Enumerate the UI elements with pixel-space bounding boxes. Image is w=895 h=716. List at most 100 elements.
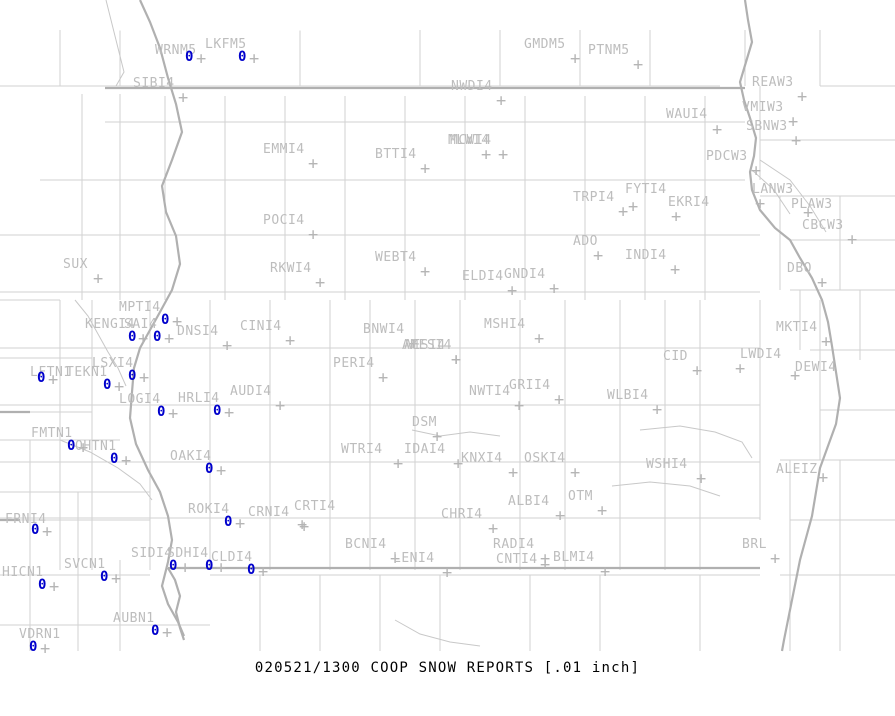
station-id-label: WLBI4 (607, 388, 649, 403)
station-id-label: SDHI4 (167, 546, 209, 561)
county-boundaries (0, 29, 895, 651)
station-id-label: WRNM5 (155, 43, 197, 58)
station-snow-value: 0 (110, 451, 119, 467)
station-marker-icon: + (451, 350, 462, 370)
station-marker-icon: + (755, 194, 766, 214)
station-marker-icon: + (770, 549, 781, 569)
station-marker-icon: + (180, 558, 191, 578)
station-id-label: VMIW3 (742, 100, 784, 115)
station-id-label: CRNI4 (248, 505, 290, 520)
station-snow-value: 0 (224, 514, 233, 530)
station-marker-icon: + (420, 262, 431, 282)
station-marker-icon: + (633, 55, 644, 75)
station-id-label: MSHI4 (484, 317, 526, 332)
station-id-label: LENI4 (393, 551, 435, 566)
station-marker-icon: + (93, 269, 104, 289)
station-snow-value: 0 (153, 329, 162, 345)
station-id-label: FMTN1 (31, 426, 73, 441)
station-id-label: OAKI4 (170, 449, 212, 464)
station-snow-value: 0 (29, 639, 38, 655)
station-id-label: AUDI4 (230, 384, 272, 399)
station-id-label: KNXI4 (461, 451, 503, 466)
station-marker-icon: + (178, 88, 189, 108)
station-id-label: CID (663, 349, 688, 364)
station-marker-icon: + (216, 558, 227, 578)
station-marker-icon: + (408, 334, 419, 354)
station-marker-icon: + (821, 332, 832, 352)
station-id-label: CHRI4 (441, 507, 483, 522)
station-id-label: ROKI4 (188, 502, 230, 517)
station-id-label: EKRI4 (668, 195, 710, 210)
station-id-label: SUX (63, 257, 88, 272)
station-id-label: MPTI4 (119, 300, 161, 315)
station-snow-value: 0 (128, 329, 137, 345)
station-id-label: ALBI4 (508, 494, 550, 509)
station-id-label: FRNI4 (5, 512, 47, 527)
station-id-label: LSXI4 (92, 356, 134, 371)
station-id-label: RADI4 (493, 537, 535, 552)
station-marker-icon: + (378, 368, 389, 388)
station-id-label: LANW3 (752, 182, 794, 197)
station-marker-icon: + (40, 639, 51, 659)
station-id-label: SIDI4 (131, 546, 173, 561)
station-snow-value: 0 (205, 461, 214, 477)
station-id-label: SBNW3 (746, 119, 788, 134)
station-marker-icon: + (224, 403, 235, 423)
station-marker-icon: + (442, 563, 453, 583)
station-id-label: BRL (742, 537, 767, 552)
station-id-label: WEBT4 (375, 250, 417, 265)
station-marker-icon: + (235, 514, 246, 534)
station-marker-icon: + (692, 361, 703, 381)
station-marker-icon: + (540, 549, 551, 569)
station-marker-icon: + (172, 312, 183, 332)
station-marker-icon: + (164, 329, 175, 349)
station-snow-value: 0 (37, 370, 46, 386)
station-marker-icon: + (196, 49, 207, 69)
station-id-label: AMESI4 (402, 338, 452, 353)
station-id-label: DSM (412, 415, 437, 430)
station-id-label: LFTN1 (30, 365, 72, 380)
station-marker-icon: + (735, 359, 746, 379)
station-marker-icon: + (628, 197, 639, 217)
station-id-label: PTNM5 (588, 43, 630, 58)
station-id-label: NWDI4 (451, 79, 493, 94)
station-marker-icon: + (712, 120, 723, 140)
station-id-label: OSKI4 (524, 451, 566, 466)
station-id-label: AUBN1 (113, 611, 155, 626)
station-id-label: DBQ (787, 261, 812, 276)
station-id-label: SIBI4 (133, 76, 175, 91)
station-marker-icon: + (496, 91, 507, 111)
station-id-label: DNSI4 (177, 324, 219, 339)
station-snow-value: 0 (161, 312, 170, 328)
station-marker-icon: + (593, 246, 604, 266)
station-marker-icon: + (315, 273, 326, 293)
station-snow-value: 0 (205, 558, 214, 574)
station-id-label: PERI4 (333, 356, 375, 371)
station-snow-value: 0 (100, 569, 109, 585)
station-plot-layer: WRNM5 +0 LKFM5 +0 GMDM5 + PTNM5 + SIBI4 + NWDI4 + RE… (2, 38, 858, 658)
station-id-label: INDI4 (625, 248, 667, 263)
station-snow-value: 0 (128, 368, 137, 384)
station-marker-icon: + (498, 145, 509, 165)
station-snow-value: 0 (31, 522, 40, 538)
station-id-label: FYTI4 (625, 182, 667, 197)
station-id-label: KENGI4 (85, 317, 135, 332)
station-marker-icon: + (847, 230, 858, 250)
station-id-label: PDCW3 (706, 149, 748, 164)
station-id-label: VDRN1 (19, 627, 61, 642)
station-marker-icon: + (488, 519, 499, 539)
station-marker-icon: + (570, 49, 581, 69)
station-marker-icon: + (420, 159, 431, 179)
station-snow-value: 0 (213, 403, 222, 419)
station-id-label: IDAI4 (404, 442, 446, 457)
station-id-label: TRPI4 (573, 190, 615, 205)
station-id-label: NWTI4 (469, 384, 511, 399)
station-marker-icon: + (451, 350, 462, 370)
station-snow-value: 0 (103, 377, 112, 393)
station-id-label: GNDI4 (504, 267, 546, 282)
state-boundaries (0, 0, 842, 652)
station-snow-value: 0 (157, 404, 166, 420)
station-marker-icon: + (600, 562, 611, 582)
